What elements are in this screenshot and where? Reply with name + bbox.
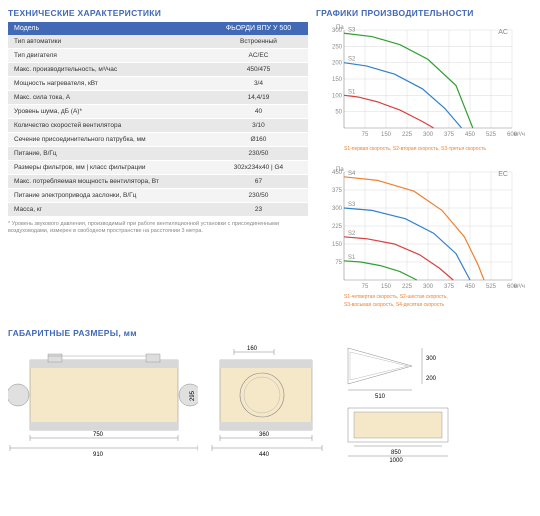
spec-title: ТЕХНИЧЕСКИЕ ХАРАКТЕРИСТИКИ bbox=[8, 8, 308, 18]
svg-text:440: 440 bbox=[259, 452, 270, 458]
svg-text:375: 375 bbox=[444, 132, 455, 138]
svg-text:525: 525 bbox=[486, 132, 497, 138]
svg-text:750: 750 bbox=[93, 432, 104, 438]
svg-text:м³/ч: м³/ч bbox=[514, 284, 525, 290]
spec-label: Макс. производительность, м³/час bbox=[8, 63, 209, 77]
svg-text:225: 225 bbox=[332, 224, 343, 230]
svg-text:Па: Па bbox=[336, 25, 344, 31]
svg-text:150: 150 bbox=[381, 284, 392, 290]
svg-text:200: 200 bbox=[426, 376, 437, 382]
charts-title: ГРАФИКИ ПРОИЗВОДИТЕЛЬНОСТИ bbox=[316, 8, 532, 18]
spec-value: 302х234х40 | G4 bbox=[209, 161, 308, 175]
svg-text:225: 225 bbox=[402, 132, 413, 138]
svg-text:375: 375 bbox=[332, 188, 343, 194]
spec-value: 14,4/19 bbox=[209, 91, 308, 105]
svg-text:375: 375 bbox=[444, 284, 455, 290]
svg-text:S3-восьмая скорость, S4-десята: S3-восьмая скорость, S4-десятая скорость bbox=[344, 302, 445, 308]
dims-front: 295 750 910 bbox=[8, 342, 198, 462]
dims-right: 510 300 200 850 1000 bbox=[340, 342, 470, 462]
svg-text:450: 450 bbox=[465, 284, 476, 290]
svg-text:160: 160 bbox=[247, 346, 258, 352]
svg-text:S2: S2 bbox=[348, 57, 356, 63]
spec-label: Размеры фильтров, мм | класс фильтрации bbox=[8, 161, 209, 175]
spec-label: Масса, кг bbox=[8, 203, 209, 217]
spec-value: 67 bbox=[209, 175, 308, 189]
svg-text:S4: S4 bbox=[348, 171, 356, 177]
spec-value: Встроенный bbox=[209, 35, 308, 49]
svg-text:1000: 1000 bbox=[389, 458, 403, 462]
spec-label: Количество скоростей вентилятора bbox=[8, 119, 209, 133]
svg-text:150: 150 bbox=[332, 77, 343, 83]
svg-text:S1: S1 bbox=[348, 89, 356, 95]
spec-value: 450/475 bbox=[209, 63, 308, 77]
spec-table: Модель ФЬОРДИ ВПУ У 500 Тип автоматикиВс… bbox=[8, 22, 308, 217]
svg-text:м³/ч: м³/ч bbox=[514, 132, 525, 138]
svg-text:200: 200 bbox=[332, 61, 343, 67]
svg-text:75: 75 bbox=[362, 132, 369, 138]
svg-text:300: 300 bbox=[423, 132, 434, 138]
dims-side: 160 360 440 bbox=[204, 342, 334, 462]
svg-text:525: 525 bbox=[486, 284, 497, 290]
spec-value: 23 bbox=[209, 203, 308, 217]
svg-text:S2: S2 bbox=[348, 231, 356, 237]
spec-header-label: Модель bbox=[8, 22, 209, 35]
svg-text:360: 360 bbox=[259, 432, 270, 438]
spec-label: Мощность нагревателя, кВт bbox=[8, 77, 209, 91]
svg-text:910: 910 bbox=[93, 452, 104, 458]
svg-text:100: 100 bbox=[332, 93, 343, 99]
dims-title: ГАБАРИТНЫЕ РАЗМЕРЫ, мм bbox=[8, 328, 532, 338]
spec-label: Макс. сила тока, А bbox=[8, 91, 209, 105]
spec-value: AC/EC bbox=[209, 49, 308, 63]
svg-text:300: 300 bbox=[426, 356, 437, 362]
spec-label: Сечение присоединительного патрубка, мм bbox=[8, 133, 209, 147]
svg-text:850: 850 bbox=[391, 450, 402, 456]
spec-value: 230/50 bbox=[209, 147, 308, 161]
spec-value: 230/50 bbox=[209, 189, 308, 203]
svg-text:S3: S3 bbox=[348, 202, 356, 208]
spec-header-value: ФЬОРДИ ВПУ У 500 bbox=[209, 22, 308, 35]
svg-text:S1-четвертая скорость, S2-шест: S1-четвертая скорость, S2-шестая скорост… bbox=[344, 294, 448, 300]
chart-ac: 5010015020025030075150225300375450525600… bbox=[316, 22, 526, 162]
svg-text:50: 50 bbox=[335, 110, 342, 116]
spec-label: Питание электропривода заслонки, В/Гц bbox=[8, 189, 209, 203]
spec-value: 3/10 bbox=[209, 119, 308, 133]
spec-label: Макс. потребляемая мощность вентилятора,… bbox=[8, 175, 209, 189]
svg-text:300: 300 bbox=[332, 206, 343, 212]
spec-label: Питание, В/Гц bbox=[8, 147, 209, 161]
spec-value: Ø160 bbox=[209, 133, 308, 147]
svg-text:150: 150 bbox=[332, 242, 343, 248]
svg-text:225: 225 bbox=[402, 284, 413, 290]
spec-value: 40 bbox=[209, 105, 308, 119]
spec-footnote: * Уровень звукового давления, производим… bbox=[8, 221, 308, 235]
svg-text:S1-первая скорость, S2-вторая: S1-первая скорость, S2-вторая скорость, … bbox=[344, 146, 486, 152]
svg-text:Па: Па bbox=[336, 167, 344, 173]
svg-text:250: 250 bbox=[332, 44, 343, 50]
spec-label: Тип автоматики bbox=[8, 35, 209, 49]
svg-text:75: 75 bbox=[362, 284, 369, 290]
svg-text:510: 510 bbox=[375, 394, 386, 400]
spec-label: Тип двигателя bbox=[8, 49, 209, 63]
svg-text:EC: EC bbox=[498, 171, 508, 178]
svg-text:AC: AC bbox=[498, 29, 508, 36]
svg-text:295: 295 bbox=[190, 390, 196, 401]
svg-text:S1: S1 bbox=[348, 255, 356, 261]
svg-text:150: 150 bbox=[381, 132, 392, 138]
svg-text:75: 75 bbox=[335, 260, 342, 266]
svg-text:450: 450 bbox=[465, 132, 476, 138]
svg-text:S3: S3 bbox=[348, 27, 356, 33]
spec-value: 3/4 bbox=[209, 77, 308, 91]
svg-text:300: 300 bbox=[423, 284, 434, 290]
spec-label: Уровень шума, дБ (А)* bbox=[8, 105, 209, 119]
chart-ec: 7515022530037545075150225300375450525600… bbox=[316, 164, 526, 314]
